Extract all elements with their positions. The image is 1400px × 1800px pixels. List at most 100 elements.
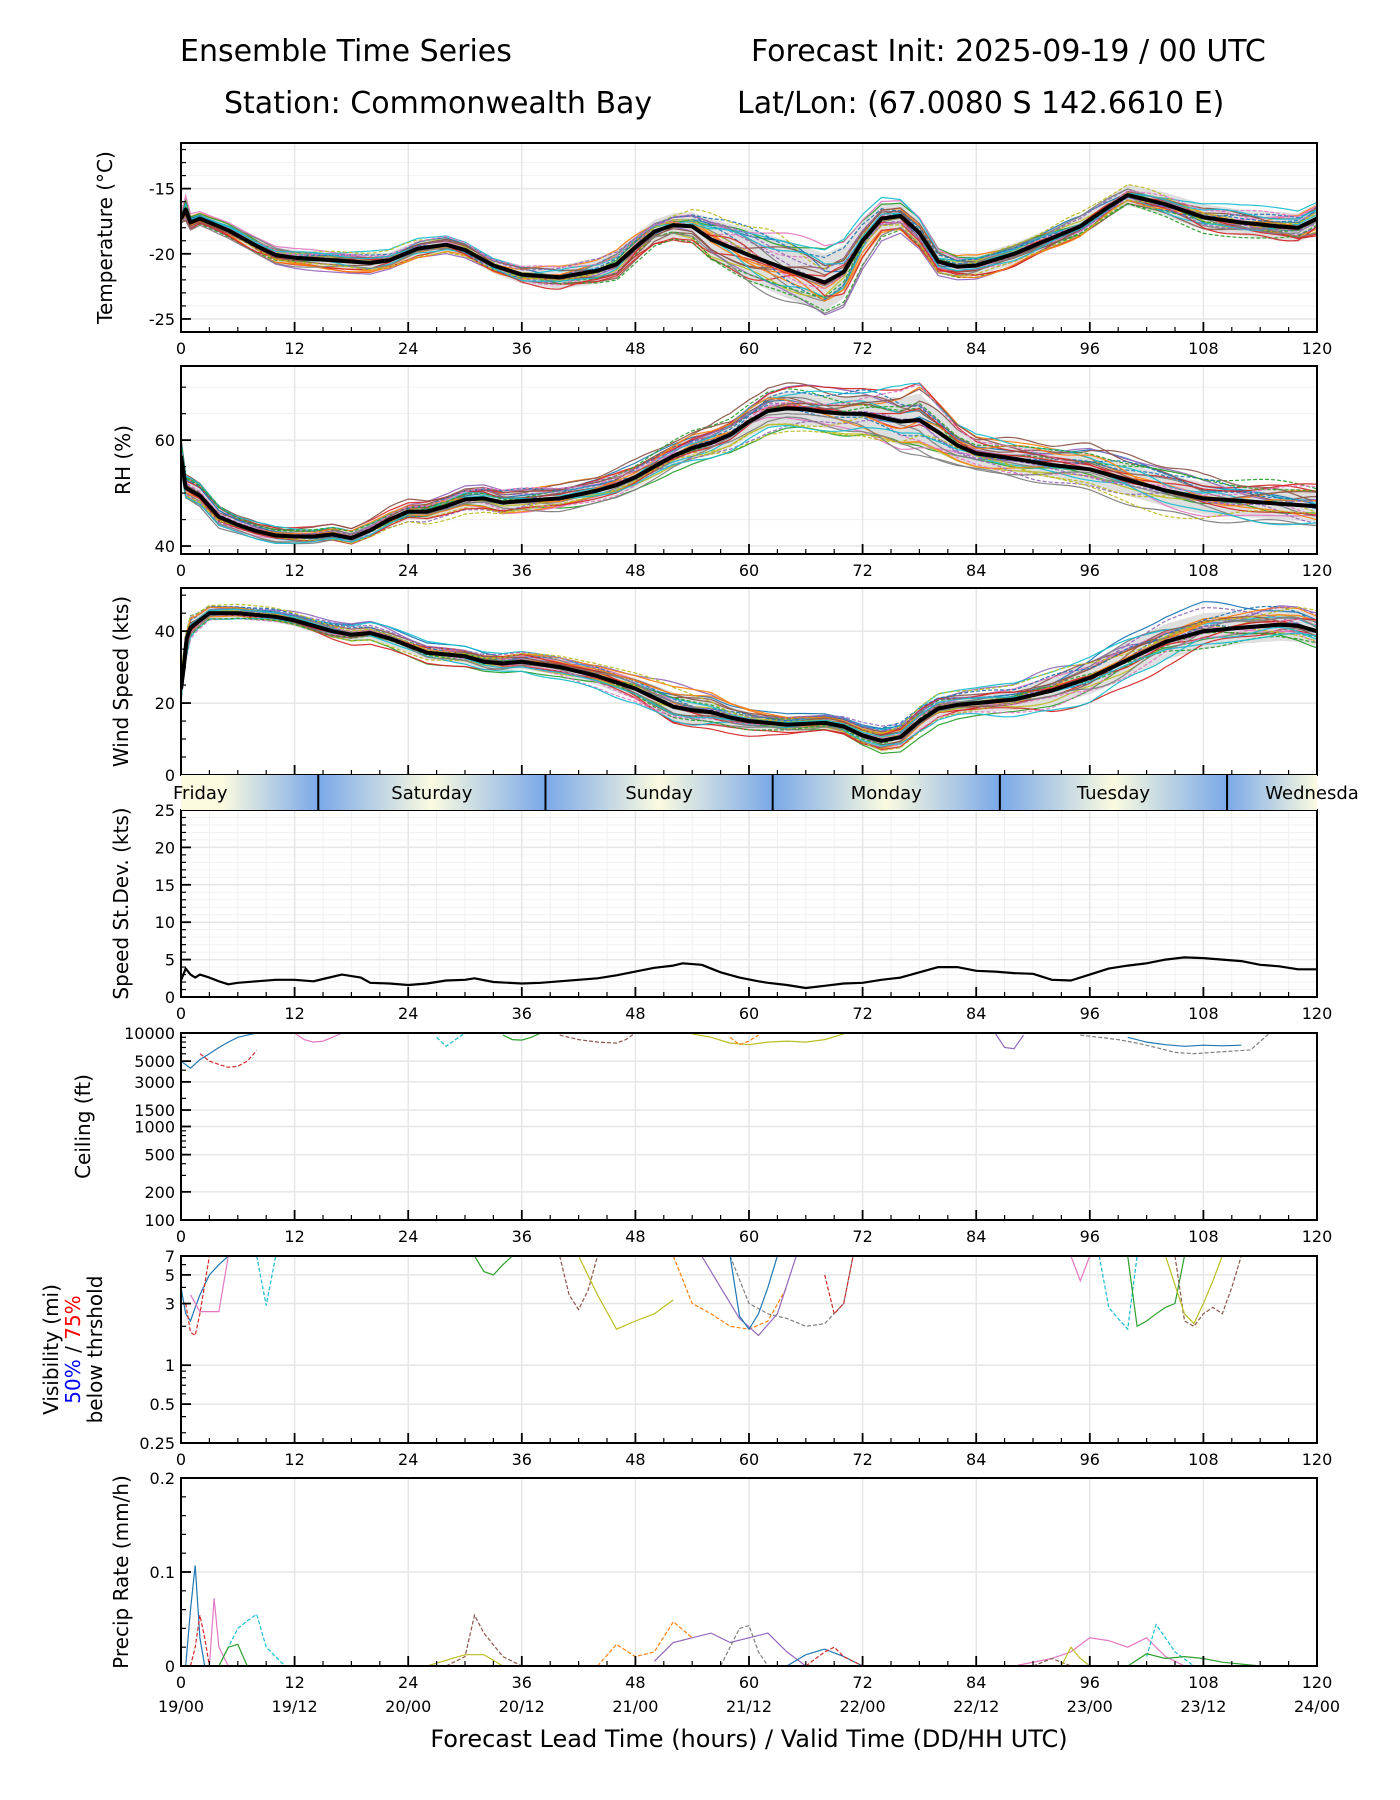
station-latlon: Lat/Lon: (67.0080 S 142.6610 E) [737, 86, 1225, 121]
member-line [1060, 1646, 1091, 1666]
x-tick-label: 0 [176, 1227, 186, 1246]
x-tick-label: 72 [852, 1450, 872, 1469]
x-tick-label: 36 [512, 1227, 532, 1246]
x-tick-label: 0 [176, 1450, 186, 1469]
x-tick-valid-label: 20/00 [385, 1697, 431, 1716]
x-axis-title: Forecast Lead Time (hours) / Valid Time … [430, 1725, 1067, 1753]
grid [180, 366, 1318, 554]
x-tick-label: 84 [966, 1673, 986, 1692]
x-tick-label: 0 [176, 1004, 186, 1023]
x-tick-valid-label: 22/00 [840, 1697, 886, 1716]
y-axis: 0 20 40 Wind Speed (kts) [109, 594, 191, 785]
y-tick-label: 0 [165, 1657, 175, 1676]
member-line [994, 1033, 1024, 1050]
x-tick-valid-label: 23/12 [1180, 1697, 1226, 1716]
x-tick-label: 108 [1188, 1227, 1219, 1246]
x-tick-label: 0 [176, 561, 186, 580]
member-line [701, 1256, 797, 1337]
member-line [181, 614, 1317, 749]
x-tick-label: 36 [512, 561, 532, 580]
member-line [720, 1624, 769, 1666]
x-tick-label: 96 [1080, 1673, 1100, 1692]
member-line [181, 603, 1317, 735]
plot-area [185, 1565, 1261, 1666]
y-tick-label: 3000 [134, 1073, 175, 1092]
y-axis: -25 -20 -15 Temperature (°C) [93, 148, 191, 333]
member-line [1127, 1653, 1261, 1666]
member-line [181, 402, 1317, 533]
member-line [189, 1615, 210, 1666]
member-line [436, 1033, 466, 1048]
y-tick-label: 500 [144, 1146, 175, 1165]
y-tick-label: 5 [165, 1266, 175, 1285]
member-line [1127, 1256, 1186, 1328]
x-tick-label: 120 [1302, 339, 1333, 358]
x-tick-label: 108 [1188, 561, 1219, 580]
stdev-line [181, 956, 1317, 990]
member-line [445, 1613, 523, 1666]
member-line [256, 1256, 277, 1306]
y-tick-label: -25 [149, 310, 175, 329]
x-tick-label: 120 [1302, 1673, 1333, 1692]
x-tick-label: 12 [284, 1227, 304, 1246]
x-tick-label: 60 [739, 561, 759, 580]
x-tick-valid-label: 21/00 [612, 1697, 658, 1716]
member-line [559, 1033, 636, 1044]
x-tick-label: 108 [1188, 1450, 1219, 1469]
x-tick-label: 96 [1080, 1004, 1100, 1023]
y-tick-label: 200 [144, 1183, 175, 1202]
x-tick-label: 48 [625, 339, 645, 358]
panel-precip_rate: 0 12 24 36 48 60 72 84 96 108 120 19/00 19/12 20/00 20… [109, 1469, 1340, 1753]
member-line [181, 605, 1317, 729]
x-tick-label: 48 [625, 1004, 645, 1023]
y-tick-label: 7 [165, 1247, 175, 1266]
member-line [181, 617, 1317, 747]
y-tick-label: 20 [155, 694, 175, 713]
x-tick-label: 72 [852, 1227, 872, 1246]
x-tick-label: 84 [966, 1450, 986, 1469]
member-line [181, 397, 1317, 535]
y-axis: 40 60 RH (%) [111, 386, 191, 556]
x-tick-label: 96 [1080, 1450, 1100, 1469]
x-tick-label: 48 [625, 1227, 645, 1246]
x-tick-label: 60 [739, 339, 759, 358]
y-axis: 0 5 10 15 20 25 Speed St.Dev. (kts) [109, 801, 191, 1007]
x-tick-label: 24 [398, 1227, 418, 1246]
x-axis: 0 12 24 36 48 60 72 84 96 108 120 19/00 19/12 20/00 20… [158, 1656, 1340, 1753]
y-tick-label: -20 [149, 245, 175, 264]
x-axis [180, 765, 1318, 775]
x-axis: 0 12 24 36 48 60 72 84 96 108 120 [176, 1433, 1332, 1469]
plot-area [181, 183, 1317, 316]
member-line [181, 608, 1317, 731]
member-line [294, 1033, 343, 1043]
x-tick-valid-label: 21/12 [726, 1697, 772, 1716]
y-tick-label: 1 [165, 1356, 175, 1375]
member-line [199, 1050, 258, 1068]
member-line [181, 183, 1317, 277]
member-line [653, 1632, 807, 1666]
member-line [824, 1256, 854, 1316]
y-tick-label: 10 [155, 913, 175, 932]
x-tick-label: 36 [512, 1673, 532, 1692]
member-line [218, 1643, 248, 1666]
x-tick-label: 120 [1302, 1227, 1333, 1246]
panel-ceiling: 0 12 24 36 48 60 72 84 96 108 120 100 200 500 10001500… [71, 1024, 1332, 1246]
y-axis-title: Visibility (mi) [39, 1284, 63, 1415]
member-line [181, 1256, 229, 1323]
plot-area [181, 382, 1317, 545]
member-line [559, 1256, 599, 1311]
member-line [218, 1613, 286, 1666]
member-line [181, 430, 1317, 545]
y-tick-label: 0 [165, 766, 175, 785]
day-label: Saturday [391, 783, 472, 804]
grid [180, 1255, 1318, 1444]
y-tick-label: 60 [155, 431, 175, 450]
member-line [185, 1256, 210, 1337]
member-line [729, 1034, 759, 1046]
member-line [181, 199, 1317, 302]
panel-wind_speed: 0 20 40 Wind Speed (kts) [109, 587, 1318, 785]
x-tick-label: 96 [1080, 561, 1100, 580]
x-tick-label: 72 [852, 1004, 872, 1023]
x-tick-label: 36 [512, 339, 532, 358]
x-axis: 0 12 24 36 48 60 72 84 96 108 120 [176, 1210, 1332, 1246]
